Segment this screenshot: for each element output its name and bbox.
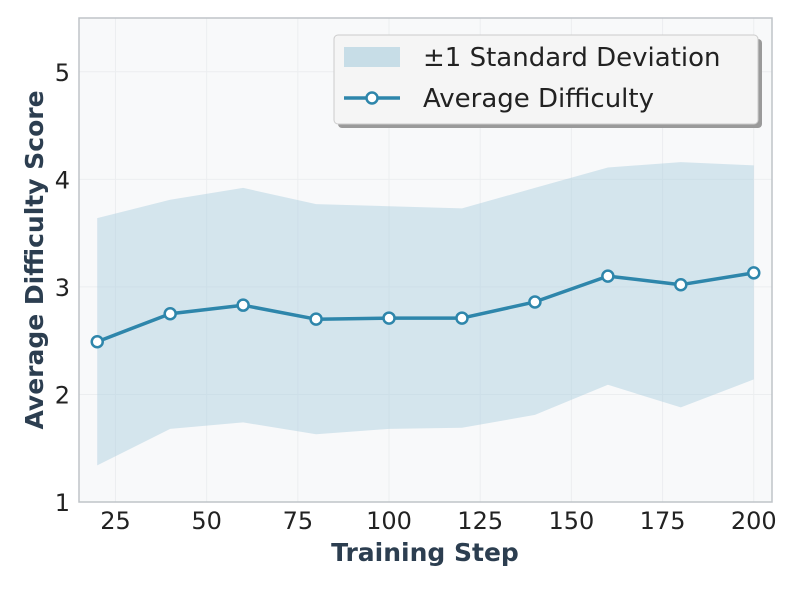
data-point (455, 311, 469, 325)
data-point (601, 269, 615, 283)
y-tick-label: 4 (55, 166, 70, 194)
legend-band-swatch (344, 47, 400, 67)
data-point (674, 277, 688, 292)
data-point (236, 298, 250, 312)
x-tick-label: 125 (457, 507, 503, 535)
x-tick-label: 25 (100, 507, 131, 535)
y-tick-label: 1 (55, 489, 70, 517)
x-tick-label: 50 (191, 507, 222, 535)
legend-line-label: Average Difficulty (423, 84, 654, 114)
x-tick-label: 100 (366, 507, 412, 535)
legend: ±1 Standard Deviation Average Difficulty (333, 34, 762, 128)
data-point (747, 266, 761, 280)
x-tick-label: 200 (731, 507, 777, 535)
data-point (163, 307, 177, 321)
y-tick-label: 3 (55, 274, 70, 302)
x-tick-label: 75 (283, 507, 314, 535)
plot-frame (78, 17, 773, 503)
legend-band-label: ±1 Standard Deviation (423, 43, 721, 73)
x-axis-title: Training Step (331, 538, 519, 567)
average-difficulty-line (96, 271, 755, 344)
legend-marker (365, 91, 379, 105)
data-point (382, 311, 396, 325)
y-ticks: 1 2 3 4 5 (55, 59, 70, 517)
std-band (97, 162, 754, 466)
markers (90, 266, 761, 349)
y-tick-label: 5 (55, 59, 70, 87)
y-tick-label: 2 (55, 381, 70, 409)
y-axis-title: Average Difficulty Score (20, 90, 49, 429)
data-point (528, 295, 542, 309)
x-tick-label: 175 (640, 507, 686, 535)
data-point (90, 334, 104, 349)
x-ticks: 25 50 75 100 125 150 175 200 (100, 507, 776, 535)
legend-box (333, 34, 759, 125)
x-tick-label: 150 (548, 507, 594, 535)
data-point (309, 312, 323, 326)
